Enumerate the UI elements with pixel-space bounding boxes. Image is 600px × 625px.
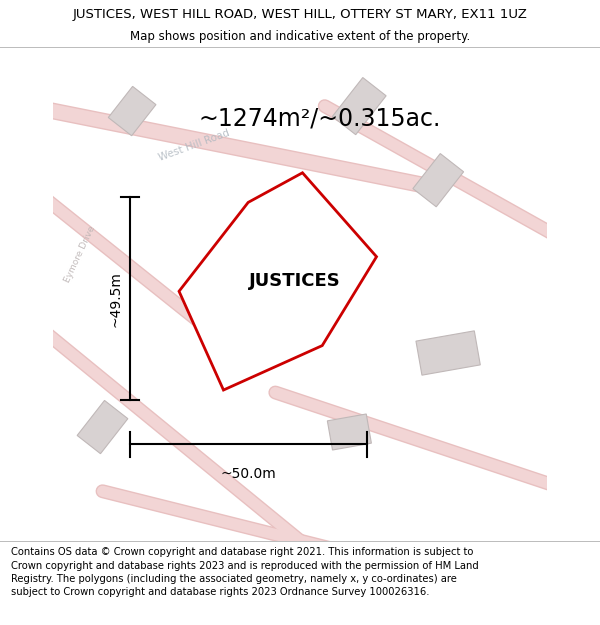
Polygon shape (328, 414, 371, 450)
Polygon shape (416, 331, 481, 375)
Polygon shape (77, 401, 128, 454)
Text: ~1274m²/~0.315ac.: ~1274m²/~0.315ac. (199, 106, 441, 131)
Text: ~49.5m: ~49.5m (109, 271, 123, 327)
Text: ~50.0m: ~50.0m (220, 466, 276, 481)
Text: JUSTICES: JUSTICES (249, 272, 341, 291)
Text: West Hill Road: West Hill Road (157, 128, 231, 163)
Polygon shape (413, 154, 464, 207)
Polygon shape (332, 78, 386, 135)
Text: JUSTICES, WEST HILL ROAD, WEST HILL, OTTERY ST MARY, EX11 1UZ: JUSTICES, WEST HILL ROAD, WEST HILL, OTT… (73, 8, 527, 21)
Polygon shape (179, 173, 377, 390)
Polygon shape (108, 86, 156, 136)
Text: Map shows position and indicative extent of the property.: Map shows position and indicative extent… (130, 30, 470, 43)
Text: Contains OS data © Crown copyright and database right 2021. This information is : Contains OS data © Crown copyright and d… (11, 548, 479, 597)
Text: Eymore Drive: Eymore Drive (63, 224, 97, 284)
Polygon shape (250, 253, 311, 316)
